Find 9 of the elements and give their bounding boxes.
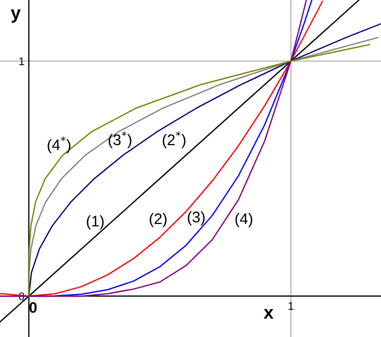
annotation: (3)	[188, 211, 205, 226]
x-axis-title: x	[264, 309, 274, 319]
annotation: (1)	[86, 215, 104, 230]
annotation: (2)	[150, 212, 167, 228]
annotation: (4)	[235, 212, 252, 228]
annotation: (3$^{*}$)	[108, 131, 132, 148]
y-axis-title: y	[10, 9, 21, 23]
annotation: (4$^{*}$)	[48, 136, 70, 154]
annotation: (2$^{*}$)	[162, 131, 186, 148]
